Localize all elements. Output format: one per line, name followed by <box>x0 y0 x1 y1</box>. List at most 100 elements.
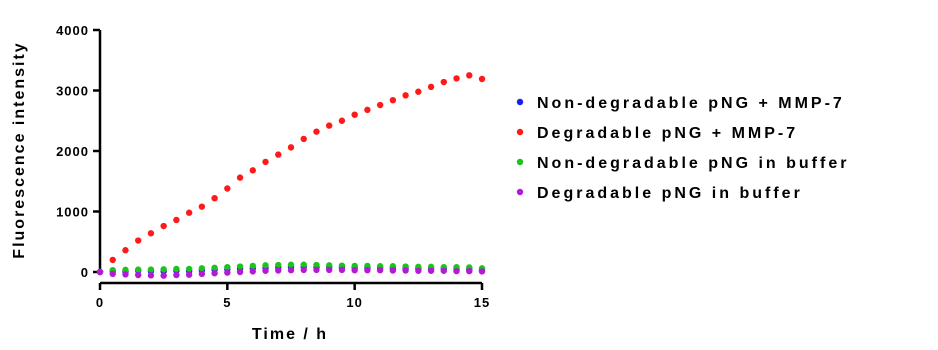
data-point <box>173 271 180 279</box>
legend: Non-degradable pNG + MMP-7 Degradable pNG… <box>516 95 849 202</box>
data-point <box>287 261 295 268</box>
data-point <box>287 266 295 274</box>
data-point <box>275 267 282 274</box>
data-point <box>109 256 116 264</box>
data-point <box>109 270 116 278</box>
data-point <box>402 267 409 274</box>
data-point <box>173 265 180 273</box>
data-point <box>440 267 447 274</box>
legend-item: Degradable pNG in buffer <box>516 185 803 202</box>
data-point <box>466 267 473 275</box>
legend-item: Non-degradable pNG + MMP-7 <box>516 95 845 112</box>
series-2 <box>96 72 486 276</box>
y-axis-title: Fluorescence intensity <box>11 41 28 258</box>
data-point <box>364 106 371 114</box>
x-tick-label: 10 <box>346 295 362 310</box>
data-point <box>122 247 129 254</box>
data-point <box>249 262 256 270</box>
data-point <box>185 271 193 278</box>
data-point <box>300 135 307 143</box>
data-point <box>376 101 384 109</box>
data-point <box>326 122 333 129</box>
legend-marker <box>516 128 524 136</box>
data-point <box>287 144 295 151</box>
data-point <box>262 158 269 166</box>
data-point <box>275 151 282 158</box>
legend-marker <box>516 158 524 166</box>
data-point <box>440 78 447 86</box>
data-point <box>147 230 155 237</box>
data-point <box>249 167 256 174</box>
data-point <box>389 96 397 104</box>
data-point <box>453 267 460 275</box>
legend-label: Degradable pNG in buffer <box>537 185 803 202</box>
legend-label: Degradable pNG + MMP-7 <box>537 125 798 142</box>
series-4 <box>96 266 486 279</box>
data-point <box>376 266 384 274</box>
data-point <box>415 88 422 95</box>
series-3 <box>96 261 486 276</box>
data-point <box>185 265 193 273</box>
data-point <box>338 266 346 274</box>
data-point <box>466 72 473 79</box>
data-point <box>160 222 167 230</box>
x-axis-title: Time / h <box>252 326 328 343</box>
legend-item: Non-degradable pNG in buffer <box>516 155 849 172</box>
data-point <box>478 268 486 275</box>
data-point <box>224 263 231 271</box>
data-point <box>224 269 231 276</box>
data-point <box>351 111 358 118</box>
data-point <box>300 261 307 268</box>
data-point <box>262 262 269 269</box>
data-point <box>185 209 193 216</box>
legend-marker <box>516 98 524 106</box>
data-point <box>236 174 244 181</box>
data-point <box>135 237 142 244</box>
x-tick-label: 0 <box>96 295 104 310</box>
x-tick-label: 5 <box>223 295 231 310</box>
data-point <box>198 270 206 278</box>
data-point <box>198 265 206 272</box>
data-point <box>326 266 333 274</box>
data-points <box>96 72 486 279</box>
data-point <box>262 267 269 274</box>
data-point <box>211 270 218 277</box>
data-point <box>300 266 307 274</box>
data-point <box>160 266 167 273</box>
data-point <box>160 272 167 279</box>
data-point <box>173 216 180 224</box>
data-point <box>389 267 397 274</box>
y-tick-label: 1000 <box>56 205 89 220</box>
axes: 0 1000 2000 3000 4000 0 5 10 15 <box>56 23 489 310</box>
legend-label: Non-degradable pNG + MMP-7 <box>537 95 845 112</box>
data-point <box>364 266 371 274</box>
data-point <box>122 266 129 274</box>
legend-marker <box>516 188 524 196</box>
data-point <box>122 271 129 278</box>
legend-item: Degradable pNG + MMP-7 <box>516 125 798 142</box>
data-point <box>427 83 435 91</box>
legend-label: Non-degradable pNG in buffer <box>537 155 849 172</box>
data-point <box>427 267 435 274</box>
data-point <box>211 194 218 202</box>
data-point <box>249 268 256 275</box>
y-tick-label: 0 <box>81 265 89 280</box>
data-point <box>147 272 155 279</box>
y-tick-label: 3000 <box>56 84 89 99</box>
data-point <box>338 117 346 124</box>
y-tick-label: 2000 <box>56 144 89 159</box>
data-point <box>402 92 409 99</box>
data-point <box>135 266 142 273</box>
data-point <box>236 268 244 276</box>
data-point <box>236 263 244 270</box>
data-point <box>224 185 231 192</box>
data-point <box>478 75 486 83</box>
data-point <box>453 75 460 82</box>
data-point <box>147 266 155 273</box>
data-point <box>313 128 320 135</box>
data-point <box>351 266 358 274</box>
data-point <box>96 268 104 276</box>
data-point <box>313 266 320 274</box>
